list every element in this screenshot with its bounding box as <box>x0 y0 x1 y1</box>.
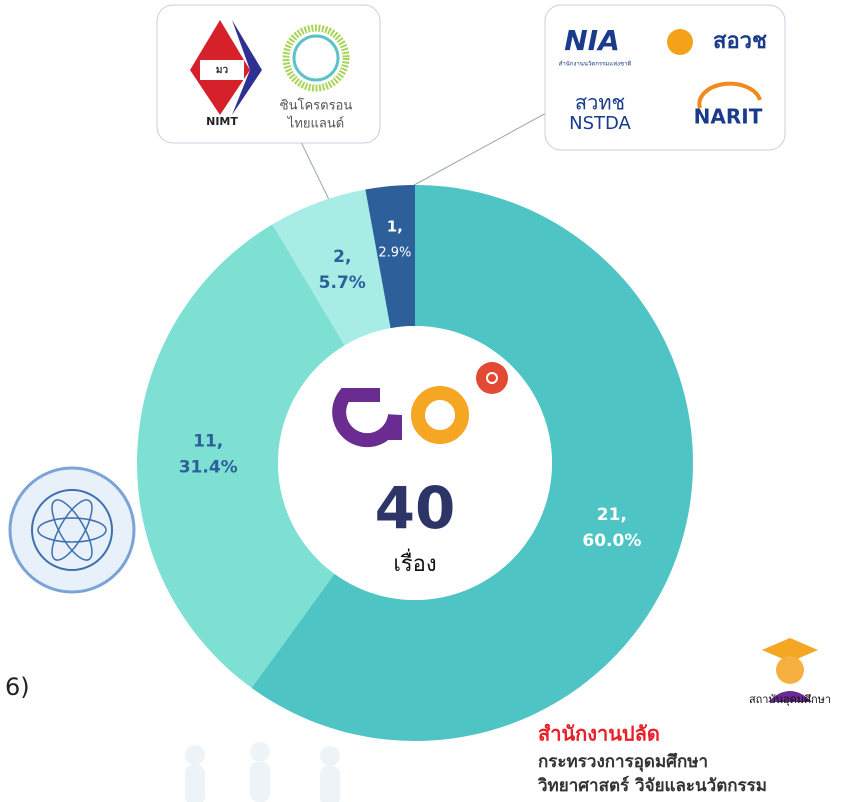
footer-line: กระทรวงการอุดมศึกษา <box>538 752 708 772</box>
logo-box-left: มว NIMT ซินโครตรอน ไทยแลนด์ <box>156 4 381 213</box>
logo-text: ซินโครตรอน <box>280 98 353 114</box>
logo-text: ไทยแลนด์ <box>287 116 344 132</box>
logo-box-right: NIA สำนักงานนวัตกรรมแห่งชาติ สอวช สวทช N… <box>404 4 786 191</box>
percent-label: 2.9% <box>378 245 411 260</box>
donut: 21, 60.0% 11, 31.4% 2, 5.7% 1, 2.9% <box>136 185 693 741</box>
value-label: 1, <box>387 217 403 235</box>
logo-text: สำนักงานนวัตกรรมแห่งชาติ <box>559 61 632 68</box>
footer-line: วิทยาศาสตร์ วิจัยและนวัตกรรม <box>538 775 767 796</box>
university-icon: สถาบันอุดมศึกษา <box>749 638 831 706</box>
donut-slice <box>272 189 391 346</box>
percent-label: 60.0% <box>582 531 641 551</box>
donut-slice <box>251 185 693 741</box>
value-label: 21, <box>597 505 627 525</box>
logo-text: มว <box>216 65 229 76</box>
logo-text: NSTDA <box>569 113 631 134</box>
center-logo <box>332 362 508 448</box>
center-label: เรื่อง <box>393 548 436 577</box>
partial-text: 6) <box>5 673 30 701</box>
background-figures <box>185 742 340 802</box>
logo-text: สอวช <box>713 29 767 54</box>
icon-label: สถาบันอุดมศึกษา <box>749 693 831 706</box>
donut-slice <box>365 185 415 329</box>
donut-slice <box>136 224 345 688</box>
percent-label: 31.4% <box>179 458 238 478</box>
center-value: 40 <box>375 474 456 542</box>
value-label: 2, <box>333 247 351 267</box>
logo-text: สวทช <box>575 91 625 115</box>
percent-label: 5.7% <box>319 273 366 293</box>
logo-text: NIMT <box>206 115 238 128</box>
footer-line: สำนักงานปลัด <box>538 722 660 746</box>
logo-atoms <box>8 466 136 594</box>
logo-text: NIA <box>564 24 620 57</box>
logo-text: NARIT <box>694 105 763 129</box>
value-label: 11, <box>193 432 223 452</box>
